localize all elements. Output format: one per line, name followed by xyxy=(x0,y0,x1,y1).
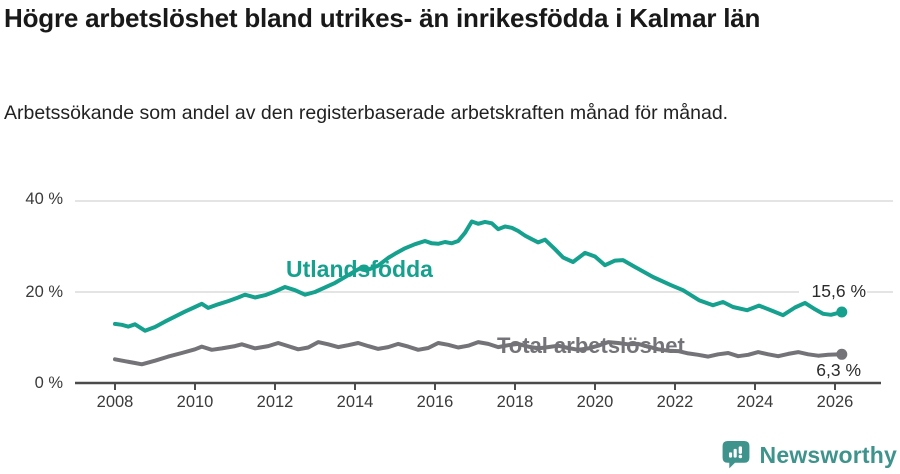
series-line-1 xyxy=(113,340,844,367)
x-tick-label-2020: 2020 xyxy=(577,393,614,411)
series-end-dot-1 xyxy=(836,348,848,360)
newsworthy-wordmark: Newsworthy xyxy=(759,442,897,468)
chart-subtitle: Arbetssökande som andel av den registerb… xyxy=(4,102,729,124)
series-line-0 xyxy=(113,219,844,333)
series-lines xyxy=(113,219,848,367)
x-tick-label-2024: 2024 xyxy=(737,393,774,411)
series-label-total-arbetsloshet: Total arbetslöshet xyxy=(497,333,686,358)
x-axis: 2008 2010 2012 2014 2016 2018 2020 2022 2024 2026 xyxy=(75,381,881,411)
x-tick-label-2018: 2018 xyxy=(497,393,534,411)
end-value-utlandsfodda: 15,6 % xyxy=(812,281,866,301)
series-end-dot-0 xyxy=(836,306,848,318)
y-tick-label-20: 20 % xyxy=(25,283,63,301)
series-label-utlandsfodda: Utlandsfödda xyxy=(286,256,433,282)
end-label-backdrop xyxy=(799,281,867,301)
y-tick-label-40: 40 % xyxy=(25,190,63,208)
x-tick-label-2014: 2014 xyxy=(337,393,374,411)
chart-title: Högre arbetslöshet bland utrikes- än inr… xyxy=(4,3,761,33)
x-tick-label-2012: 2012 xyxy=(257,393,294,411)
x-tick-label-2010: 2010 xyxy=(177,393,214,411)
x-tick-label-2016: 2016 xyxy=(417,393,454,411)
y-tick-label-0: 0 % xyxy=(35,374,64,392)
newsworthy-bubble-icon xyxy=(722,441,749,469)
x-tick-label-2008: 2008 xyxy=(97,393,134,411)
gridlines xyxy=(75,200,893,293)
x-tick-label-2026: 2026 xyxy=(817,393,854,411)
x-tick-label-2022: 2022 xyxy=(657,393,694,411)
end-value-total-arbetsloshet: 6,3 % xyxy=(816,360,861,380)
newsworthy-logo[interactable]: Newsworthy xyxy=(721,440,897,471)
